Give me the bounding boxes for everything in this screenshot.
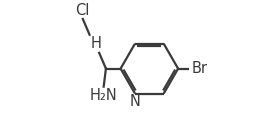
- Text: N: N: [130, 93, 140, 108]
- Text: H: H: [91, 36, 102, 51]
- Text: Br: Br: [192, 61, 207, 76]
- Text: Cl: Cl: [76, 3, 90, 18]
- Text: H₂N: H₂N: [90, 88, 118, 103]
